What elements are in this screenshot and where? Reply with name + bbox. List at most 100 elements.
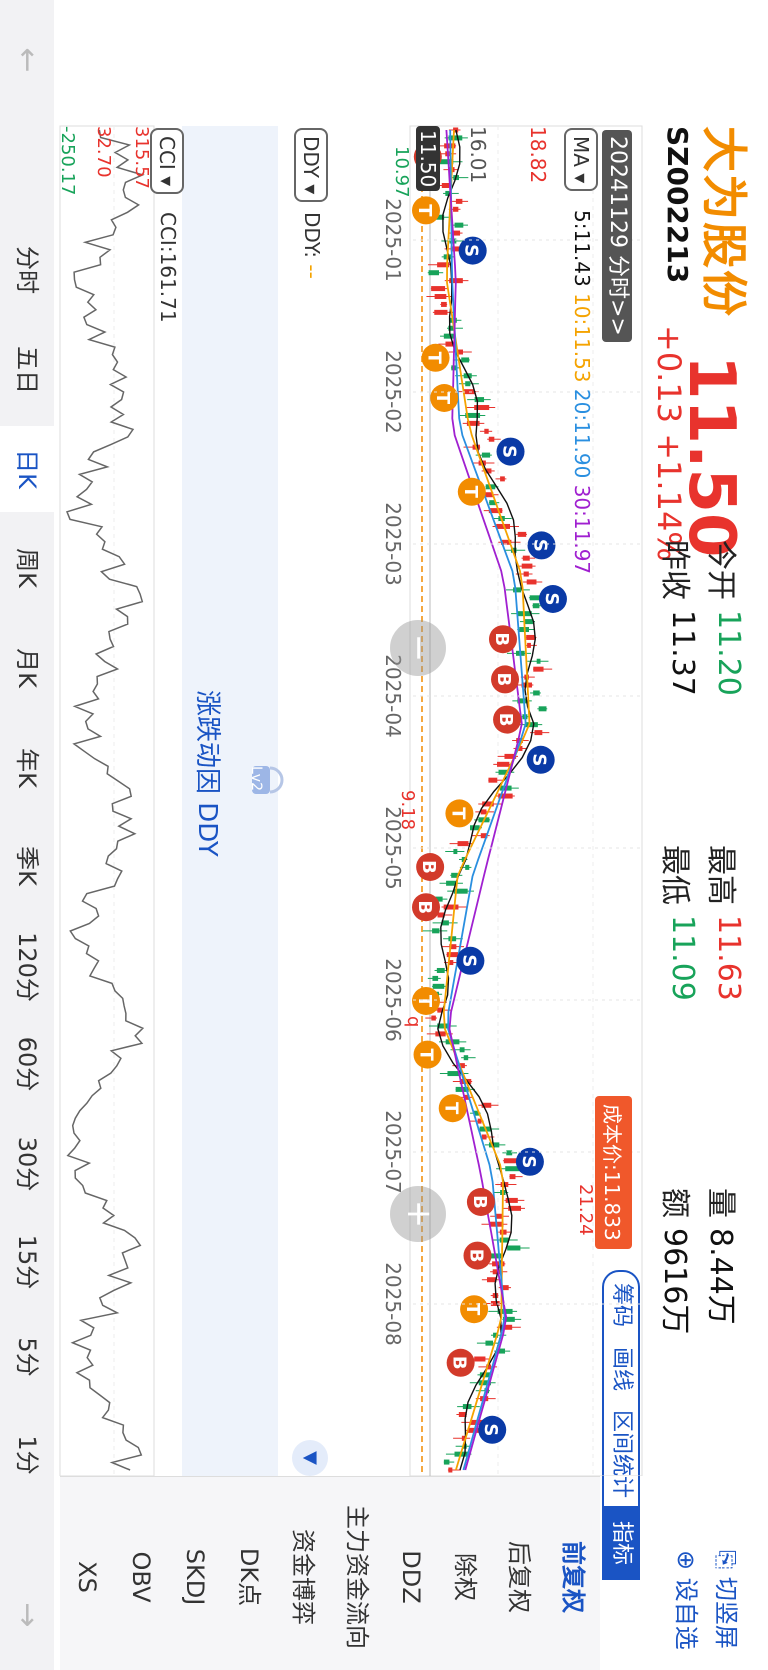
current-price-tag: 11.50 <box>416 126 440 191</box>
tab-daily-k[interactable]: 日K <box>0 426 54 512</box>
candle-body <box>434 310 447 315</box>
candle-body <box>465 381 470 386</box>
tab-weekly-k[interactable]: 周K <box>0 528 54 608</box>
candle-body <box>431 286 445 291</box>
candle-body <box>488 778 497 783</box>
candle-body <box>432 976 438 981</box>
candle-body <box>504 1158 517 1163</box>
indicators-button[interactable]: 指标 <box>602 1506 640 1580</box>
signal-label: T <box>416 1048 437 1061</box>
ma-line-ma5 <box>438 130 535 1470</box>
cost-badge: 成本价:11.833 <box>595 1096 632 1249</box>
menu-item-skdj[interactable]: SKDJ <box>168 1477 222 1670</box>
cci-panel-frame <box>60 126 154 1476</box>
cci-selector-label: CCI <box>155 136 179 170</box>
ma30-value: 30:11.97 <box>570 485 594 574</box>
tab-yearly-k[interactable]: 年K <box>0 728 54 808</box>
scroll-left-icon[interactable]: ← <box>0 0 54 120</box>
trade-signals: BTSTTSTSSBBBSTBBSTTTSBBTBS <box>412 143 567 1444</box>
switch-screen-label: 切竖屏 <box>712 1577 740 1649</box>
signal-label: S <box>529 753 550 766</box>
ddy-value: -- <box>300 264 324 278</box>
ddy-selector[interactable]: DDY ▾ <box>294 128 328 202</box>
tab-1min[interactable]: 1分 <box>0 1420 54 1490</box>
candle-body <box>435 294 447 299</box>
ma-selector[interactable]: MA ▾ <box>564 128 598 191</box>
price-axis-low: 10.97 <box>391 146 412 198</box>
menu-item-backward-adjust[interactable]: 后复权 <box>492 1477 546 1670</box>
candle-body <box>444 334 455 339</box>
signal-label: T <box>414 204 435 217</box>
tab-quarterly-k[interactable]: 季K <box>0 826 54 906</box>
ma5-value: 5:11.43 <box>570 210 594 287</box>
signal-label: T <box>432 392 453 405</box>
date-tick-label: 2025-08 <box>381 1262 405 1346</box>
ma-selector-label: MA <box>569 136 593 167</box>
signal-label: S <box>480 1423 501 1436</box>
candle-body <box>482 453 490 458</box>
candle-body <box>537 659 541 664</box>
signal-label: S <box>458 954 479 967</box>
menu-item-ddz[interactable]: DDZ <box>384 1477 438 1670</box>
menu-item-main-flow[interactable]: 主力资金流向 <box>330 1477 384 1670</box>
candle-body <box>461 357 469 362</box>
candle-body <box>448 1468 452 1473</box>
scroll-right-icon[interactable]: → <box>0 1560 54 1670</box>
candle-body <box>510 1174 516 1179</box>
signal-label: T <box>460 486 481 499</box>
tab-five-day[interactable]: 五日 <box>0 330 54 410</box>
zoom-in-button[interactable]: + <box>390 1186 446 1242</box>
candle-body <box>453 849 457 854</box>
candle-body <box>526 635 535 640</box>
candle-body <box>481 809 487 814</box>
portrait-icon: ⎘ <box>712 1550 740 1569</box>
candle-body <box>482 1134 487 1139</box>
switch-screen-button[interactable]: ⎘ 切竖屏 <box>711 1550 746 1649</box>
candle-body <box>491 1301 500 1306</box>
candle-body <box>456 199 462 204</box>
candle-body <box>432 928 439 933</box>
cci-selector[interactable]: CCI ▾ <box>150 128 184 194</box>
date-tick-label: 2025-01 <box>381 198 405 282</box>
candle-body <box>522 564 533 569</box>
candle-body <box>442 183 450 188</box>
candle-body <box>484 429 488 434</box>
tab-120min[interactable]: 120分 <box>0 922 54 1012</box>
signal-label: T <box>424 352 445 365</box>
candle-body <box>474 405 489 410</box>
menu-item-fund-game[interactable]: 资金博弈 <box>276 1477 330 1670</box>
zoom-out-button[interactable]: − <box>390 620 446 676</box>
signal-label: S <box>541 593 562 606</box>
tab-60min[interactable]: 60分 <box>0 1024 54 1104</box>
menu-item-xs[interactable]: XS <box>60 1477 114 1670</box>
menu-item-obv[interactable]: OBV <box>114 1477 168 1670</box>
signal-label: T <box>414 995 435 1008</box>
date-tag[interactable]: 20241129 分时>> <box>602 130 632 342</box>
set-watch-button[interactable]: ⊕ 设自选 <box>671 1550 706 1650</box>
add-watch-icon: ⊕ <box>672 1550 700 1570</box>
candle-body <box>539 706 547 711</box>
signal-label: B <box>414 900 435 914</box>
ddy-locked-title[interactable]: 涨跌动因 DDY <box>191 690 228 857</box>
menu-item-forward-adjust[interactable]: 前复权 <box>546 1477 600 1670</box>
collapse-toggle-icon[interactable]: ▼ <box>292 1440 328 1476</box>
date-tick-label: 2025-02 <box>381 350 405 434</box>
cci-axis-bottom: -250.17 <box>57 126 78 195</box>
tab-monthly-k[interactable]: 月K <box>0 628 54 708</box>
candles <box>421 128 552 1473</box>
menu-item-dk-point[interactable]: DK点 <box>222 1477 276 1670</box>
ddy-selector-label: DDY <box>299 136 323 178</box>
candle-body <box>470 825 480 830</box>
menu-item-ex-rights[interactable]: 除权 <box>438 1477 492 1670</box>
tab-30min[interactable]: 30分 <box>0 1124 54 1204</box>
candle-body <box>433 984 445 989</box>
tab-intraday[interactable]: 分时 <box>0 230 54 310</box>
low-marker: 9.18 <box>397 790 418 830</box>
signal-label: T <box>462 1303 483 1316</box>
ddy-label: DDY: <box>300 212 324 258</box>
date-tick-label: 2025-03 <box>381 502 405 586</box>
tab-5min[interactable]: 5分 <box>0 1322 54 1392</box>
signal-label: S <box>529 539 550 552</box>
tab-15min[interactable]: 15分 <box>0 1222 54 1302</box>
